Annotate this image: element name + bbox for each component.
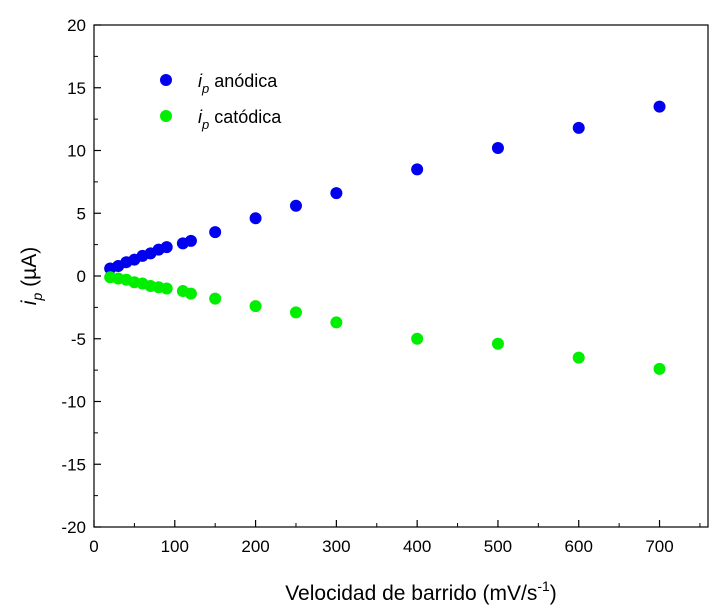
y-tick-label: -10 bbox=[61, 393, 86, 412]
data-point bbox=[249, 212, 262, 225]
legend-label-sub: p bbox=[201, 81, 209, 96]
x-tick-label: 0 bbox=[89, 537, 98, 556]
data-point bbox=[411, 163, 424, 176]
legend-label-italic: i bbox=[198, 71, 203, 91]
legend-label-text: anódica bbox=[209, 71, 278, 91]
y-tick-label: 0 bbox=[77, 267, 86, 286]
y-tick-label: -5 bbox=[71, 330, 86, 349]
y-tick-label: 20 bbox=[67, 16, 86, 35]
data-point bbox=[160, 241, 173, 254]
x-tick-label: 100 bbox=[161, 537, 189, 556]
x-axis-title: Velocidad de barrido (mV/s-1) bbox=[285, 578, 557, 605]
data-point bbox=[209, 292, 222, 305]
series-anodica bbox=[104, 100, 666, 275]
axis-ticks: 0 100 200 300 400 500 600 700 -20 -15 -10 -5 0 5 10 15 2… bbox=[61, 16, 701, 556]
data-point bbox=[249, 300, 262, 313]
data-point bbox=[184, 234, 197, 247]
data-point bbox=[330, 316, 343, 329]
y-axis-title: ip (µA) bbox=[18, 247, 45, 305]
y-tick-label: 10 bbox=[67, 142, 86, 161]
x-tick-label: 300 bbox=[322, 537, 350, 556]
data-point bbox=[491, 337, 504, 350]
x-tick-label: 600 bbox=[565, 537, 593, 556]
legend-marker bbox=[160, 110, 172, 122]
data-points bbox=[104, 100, 666, 375]
y-tick-label: 15 bbox=[67, 79, 86, 98]
data-point bbox=[653, 362, 666, 375]
data-point bbox=[160, 282, 173, 295]
plot-border bbox=[93, 24, 709, 528]
legend-label-text: catódica bbox=[209, 107, 282, 127]
y-tick-label: -15 bbox=[61, 455, 86, 474]
data-point bbox=[289, 306, 302, 319]
y-tick-label: 5 bbox=[77, 204, 86, 223]
x-tick-label: 500 bbox=[484, 537, 512, 556]
data-point bbox=[653, 100, 666, 113]
x-tick-label: 400 bbox=[403, 537, 431, 556]
data-point bbox=[289, 199, 302, 212]
data-point bbox=[184, 287, 197, 300]
data-point bbox=[572, 351, 585, 364]
data-point bbox=[491, 141, 504, 154]
data-point bbox=[209, 226, 222, 239]
y-tick-label: -20 bbox=[61, 518, 86, 537]
x-tick-label: 200 bbox=[241, 537, 269, 556]
legend-label-sub: p bbox=[201, 117, 209, 132]
x-tick-label: 700 bbox=[645, 537, 673, 556]
data-point bbox=[411, 332, 424, 345]
plot-area bbox=[93, 24, 709, 528]
legend-marker bbox=[160, 74, 172, 86]
legend-label-italic: i bbox=[198, 107, 203, 127]
legend-label: ip catódica bbox=[198, 107, 282, 132]
data-point bbox=[330, 187, 343, 200]
data-point bbox=[572, 121, 585, 134]
series-catodica bbox=[104, 271, 666, 375]
legend-label: ip anódica bbox=[198, 71, 278, 96]
